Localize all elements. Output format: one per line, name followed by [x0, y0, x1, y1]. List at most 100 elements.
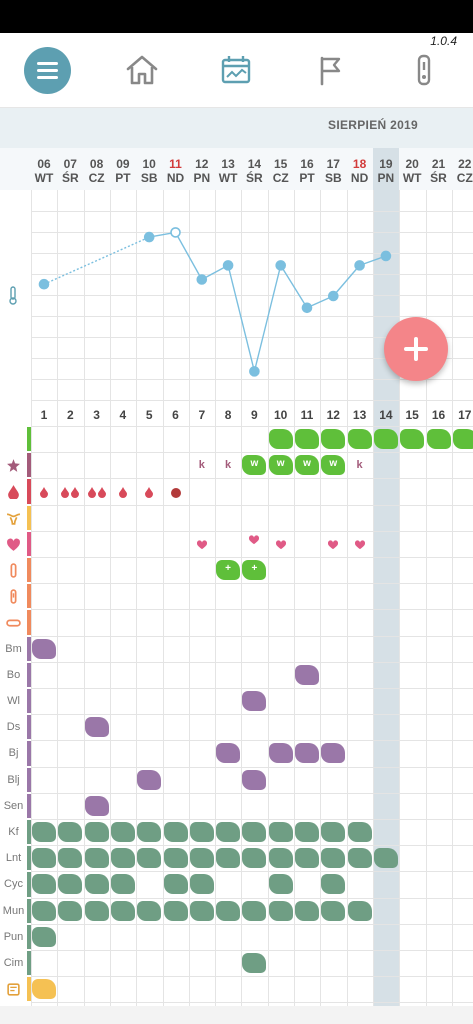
entry-cyc[interactable] [110, 874, 135, 895]
date-column-header[interactable]: 08 CZ [84, 157, 110, 185]
entry-mun[interactable] [347, 900, 372, 921]
entry-bj[interactable] [216, 743, 241, 764]
entry-bo[interactable] [295, 664, 319, 685]
entry-sen[interactable] [84, 795, 109, 816]
bleeding-drop-icon[interactable] [110, 485, 136, 499]
row-label-wl[interactable]: Wl [7, 695, 20, 707]
entry-lnt[interactable] [32, 848, 56, 869]
home-icon[interactable] [124, 52, 160, 88]
entry-bj[interactable] [321, 743, 346, 764]
date-column-header[interactable]: 19 PN [373, 157, 399, 185]
temperature-point[interactable] [301, 302, 313, 314]
entry-kf[interactable] [321, 822, 346, 842]
entry-mun[interactable] [84, 900, 109, 921]
row-label-lnt[interactable]: Lnt [5, 852, 22, 865]
entry-wl[interactable] [242, 691, 267, 711]
entry-fertile[interactable] [373, 429, 398, 449]
entry-bm[interactable] [32, 638, 56, 659]
temperature-point[interactable] [249, 366, 260, 377]
entry-lnt[interactable] [84, 848, 109, 869]
temperature-point[interactable] [380, 250, 392, 262]
entry-cyc[interactable] [32, 874, 56, 895]
temperature-point[interactable] [275, 260, 286, 271]
entry-fertile[interactable] [452, 429, 473, 449]
entry-kf[interactable] [137, 822, 162, 842]
entry-test1[interactable]: + [242, 560, 267, 580]
mucus-code[interactable]: k [198, 459, 205, 472]
entry-lnt[interactable] [321, 848, 346, 869]
entry-mun[interactable] [189, 900, 214, 921]
entry-fertile[interactable] [426, 429, 451, 449]
drop-icon[interactable] [6, 484, 21, 500]
date-column-header[interactable]: 21 ŚR [426, 157, 452, 185]
ovulation-test-icon[interactable] [6, 563, 21, 578]
chart-calendar-icon[interactable] [218, 52, 254, 88]
entry-mun[interactable] [216, 900, 241, 921]
row-label-bo[interactable]: Bo [6, 668, 21, 681]
entry-bj[interactable] [268, 743, 293, 764]
entry-lnt[interactable] [163, 848, 188, 869]
entry-ds[interactable] [84, 717, 109, 738]
temperature-point[interactable] [196, 274, 208, 285]
date-column-header[interactable]: 12 PN [189, 157, 215, 185]
entry-mucus[interactable]: w [268, 455, 293, 476]
row-label-kf[interactable]: Kf [8, 826, 19, 838]
entry-kf[interactable] [268, 822, 293, 842]
row-label-blj[interactable]: Blj [7, 773, 20, 786]
entry-kf[interactable] [216, 822, 241, 842]
entry-lnt[interactable] [242, 848, 267, 869]
bleeding-drop-icon[interactable] [136, 485, 162, 499]
entry-fertile[interactable] [347, 429, 372, 449]
entry-kf[interactable] [32, 822, 56, 842]
pill-icon[interactable] [6, 615, 21, 630]
entry-mun[interactable] [58, 900, 83, 921]
date-column-header[interactable]: 22 CZ [452, 157, 473, 185]
row-label-pun[interactable]: Pun [3, 930, 24, 943]
sex-heart-icon[interactable] [275, 540, 287, 550]
thermometer-device-icon[interactable] [406, 52, 442, 88]
entry-kf[interactable] [58, 822, 83, 842]
entry-fertile[interactable] [400, 429, 425, 449]
entry-fertile[interactable] [268, 429, 293, 449]
sex-heart-icon[interactable] [327, 540, 339, 550]
entry-kf[interactable] [242, 822, 267, 842]
temperature-point[interactable] [222, 260, 234, 271]
entry-cyc[interactable] [189, 874, 214, 895]
row-label-sen[interactable]: Sen [3, 799, 24, 812]
entry-blj[interactable] [137, 769, 162, 790]
row-label-cim[interactable]: Cim [3, 957, 24, 969]
entry-mucus[interactable]: w [295, 455, 319, 476]
date-column-header[interactable]: 11 ND [163, 157, 189, 185]
entry-pun[interactable] [32, 926, 56, 947]
row-label-cyc[interactable]: Cyc [4, 878, 23, 891]
date-column-header[interactable]: 07 ŚR [57, 157, 83, 185]
mucus-code[interactable]: k [356, 459, 363, 472]
entry-mun[interactable] [163, 900, 188, 921]
note-icon[interactable] [6, 982, 21, 997]
entry-cyc[interactable] [321, 874, 346, 895]
entry-test1[interactable]: + [216, 560, 241, 580]
entry-cyc[interactable] [268, 874, 293, 895]
entry-bj[interactable] [295, 743, 319, 764]
date-column-header[interactable]: 17 SB [320, 157, 346, 185]
pregnancy-test-icon[interactable] [6, 589, 21, 604]
entry-fertile[interactable] [295, 429, 319, 449]
mucus-code[interactable]: k [225, 459, 232, 472]
entry-kf[interactable] [295, 822, 319, 842]
entry-mun[interactable] [110, 900, 135, 921]
bleeding-drop-icon[interactable] [84, 485, 110, 499]
row-label-bj[interactable]: Bj [8, 747, 19, 760]
entry-cyc[interactable] [163, 874, 188, 895]
temperature-point[interactable] [170, 227, 181, 238]
entry-mun[interactable] [32, 900, 56, 921]
entry-mun[interactable] [268, 900, 293, 921]
heart-icon[interactable] [6, 537, 21, 552]
entry-mun[interactable] [295, 900, 319, 921]
date-column-header[interactable]: 20 WT [399, 157, 425, 185]
date-column-header[interactable]: 09 PT [110, 157, 136, 185]
date-column-header[interactable]: 14 ŚR [241, 157, 267, 185]
entry-lnt[interactable] [295, 848, 319, 869]
sex-heart-icon[interactable] [248, 535, 260, 545]
bleeding-drop-icon[interactable] [57, 485, 83, 499]
entry-note[interactable] [32, 979, 56, 1000]
